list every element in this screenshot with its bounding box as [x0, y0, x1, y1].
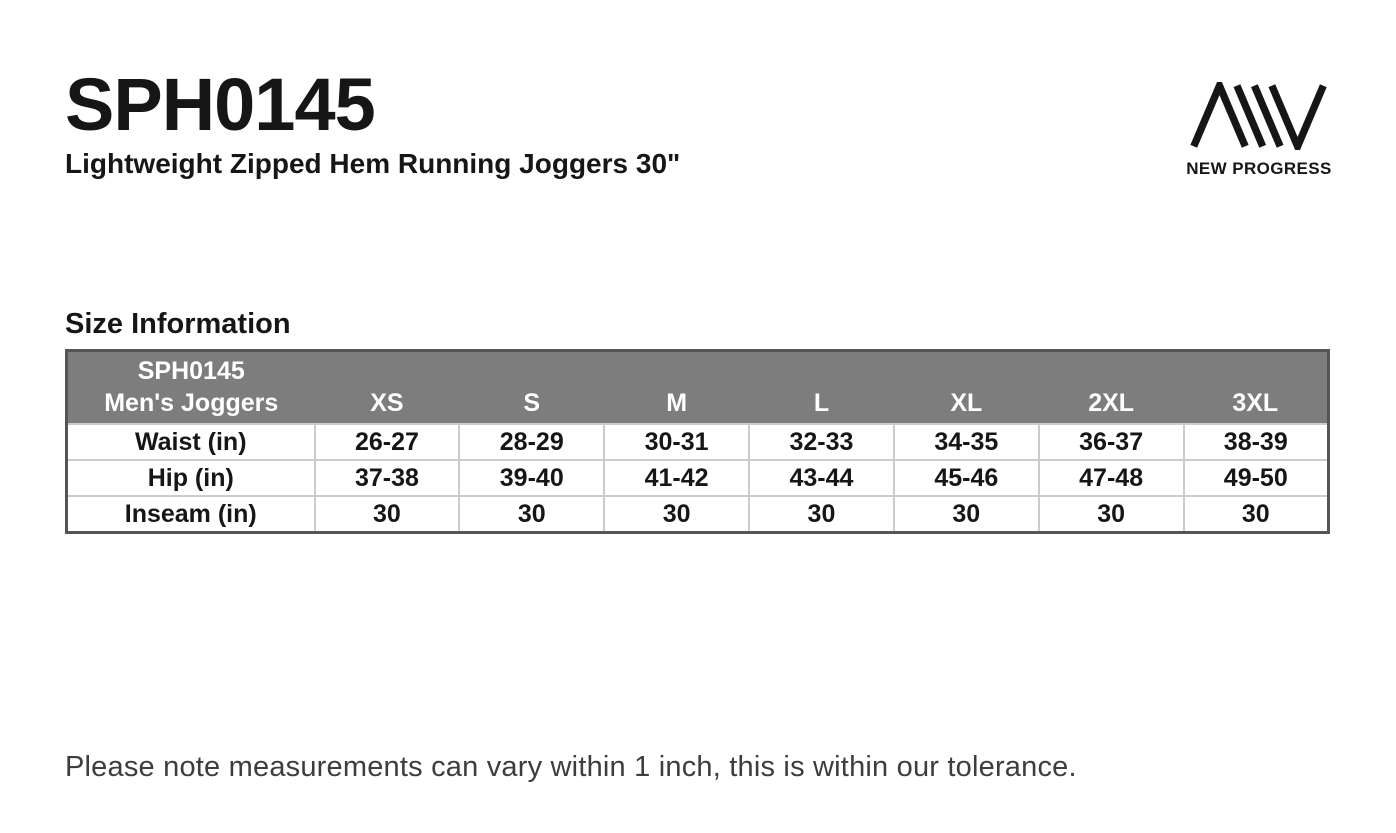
size-col-l: L — [749, 350, 894, 424]
inseam-cell-3xl: 30 — [1182, 495, 1330, 533]
title-block: SPH0145 Lightweight Zipped Hem Running J… — [65, 66, 680, 180]
corner-product-line: Men's Joggers — [104, 389, 279, 417]
size-information-heading: Size Information — [65, 308, 291, 340]
waist-cell-3xl: 38-39 — [1182, 423, 1330, 461]
size-table-header-row: SPH0145 Men's Joggers XS S M L XL 2XL 3X… — [66, 350, 1329, 424]
waist-cell-s: 28-29 — [458, 423, 606, 461]
waist-cell-xs: 26-27 — [313, 423, 461, 461]
table-corner-cell: SPH0145 Men's Joggers — [66, 350, 315, 424]
hip-cell-m: 41-42 — [603, 459, 751, 497]
hip-cell-s: 39-40 — [458, 459, 606, 497]
hip-cell-xs: 37-38 — [313, 459, 461, 497]
size-col-m: M — [604, 350, 750, 424]
brand-logo: NEW PROGRESS — [1186, 82, 1332, 179]
size-col-3xl: 3XL — [1183, 350, 1329, 424]
waist-cell-l: 32-33 — [748, 423, 895, 461]
inseam-row: Inseam (in) 30 30 30 30 30 30 30 — [65, 495, 1330, 533]
size-col-xs: XS — [314, 350, 460, 424]
aw-monogram-icon — [1190, 82, 1327, 150]
inseam-cell-xs: 30 — [313, 495, 461, 533]
product-name-subtitle: Lightweight Zipped Hem Running Joggers 3… — [65, 148, 681, 179]
waist-cell-2xl: 36-37 — [1037, 423, 1185, 461]
size-col-xl: XL — [893, 350, 1039, 424]
hip-cell-l: 43-44 — [748, 459, 895, 497]
waist-cell-m: 30-31 — [603, 423, 751, 461]
hip-cell-3xl: 49-50 — [1182, 459, 1330, 497]
inseam-cell-m: 30 — [603, 495, 751, 533]
corner-cell-content: SPH0145 Men's Joggers — [68, 352, 315, 423]
brand-name: NEW PROGRESS — [1186, 159, 1332, 178]
hip-cell-xl: 45-46 — [892, 459, 1040, 497]
size-col-s: S — [459, 350, 605, 424]
row-label-waist: Waist (in) — [65, 423, 316, 461]
hip-row: Hip (in) 37-38 39-40 41-42 43-44 45-46 4… — [65, 459, 1330, 497]
product-code-title: SPH0145 — [65, 63, 376, 146]
tolerance-note: Please note measurements can vary within… — [65, 751, 1077, 783]
waist-cell-xl: 34-35 — [892, 423, 1040, 461]
waist-row: Waist (in) 26-27 28-29 30-31 32-33 34-35… — [65, 423, 1330, 461]
inseam-cell-2xl: 30 — [1037, 495, 1185, 533]
row-label-hip: Hip (in) — [65, 459, 316, 497]
size-table: SPH0145 Men's Joggers XS S M L XL 2XL 3X… — [65, 349, 1330, 534]
inseam-cell-l: 30 — [748, 495, 895, 533]
hip-cell-2xl: 47-48 — [1037, 459, 1185, 497]
corner-product-code: SPH0145 — [137, 357, 245, 385]
inseam-cell-s: 30 — [458, 495, 606, 533]
row-label-inseam: Inseam (in) — [65, 495, 316, 533]
inseam-cell-xl: 30 — [892, 495, 1040, 533]
size-col-2xl: 2XL — [1038, 350, 1184, 424]
